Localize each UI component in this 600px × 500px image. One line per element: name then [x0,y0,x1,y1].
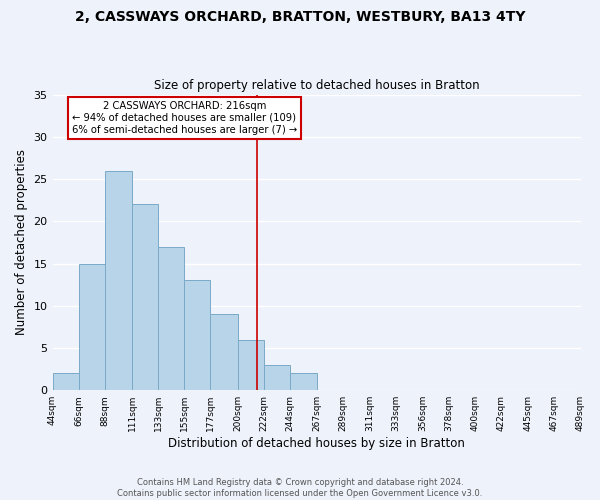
Bar [264,365,290,390]
Text: 2 CASSWAYS ORCHARD: 216sqm
← 94% of detached houses are smaller (109)
6% of semi: 2 CASSWAYS ORCHARD: 216sqm ← 94% of deta… [71,102,297,134]
Title: Size of property relative to detached houses in Bratton: Size of property relative to detached ho… [154,79,479,92]
Bar [238,340,264,390]
Bar [79,264,105,390]
Text: 2, CASSWAYS ORCHARD, BRATTON, WESTBURY, BA13 4TY: 2, CASSWAYS ORCHARD, BRATTON, WESTBURY, … [75,10,525,24]
Y-axis label: Number of detached properties: Number of detached properties [15,150,28,336]
X-axis label: Distribution of detached houses by size in Bratton: Distribution of detached houses by size … [168,437,465,450]
Bar [132,204,158,390]
Bar [184,280,211,390]
Bar [158,246,184,390]
Text: Contains HM Land Registry data © Crown copyright and database right 2024.
Contai: Contains HM Land Registry data © Crown c… [118,478,482,498]
Bar [105,170,132,390]
Bar [211,314,238,390]
Bar [53,374,79,390]
Bar [290,374,317,390]
